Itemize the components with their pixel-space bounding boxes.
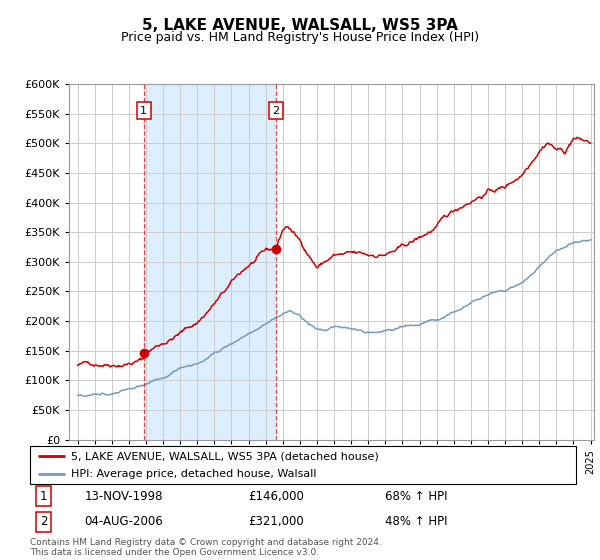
Text: 5, LAKE AVENUE, WALSALL, WS5 3PA: 5, LAKE AVENUE, WALSALL, WS5 3PA [142,18,458,33]
Text: 04-AUG-2006: 04-AUG-2006 [85,515,163,528]
Text: 1: 1 [40,489,47,503]
Text: HPI: Average price, detached house, Walsall: HPI: Average price, detached house, Wals… [71,469,316,479]
Text: £146,000: £146,000 [248,489,304,503]
Text: 1: 1 [140,106,147,116]
Text: £321,000: £321,000 [248,515,304,528]
Text: Price paid vs. HM Land Registry's House Price Index (HPI): Price paid vs. HM Land Registry's House … [121,31,479,44]
Text: 68% ↑ HPI: 68% ↑ HPI [385,489,448,503]
Text: 5, LAKE AVENUE, WALSALL, WS5 3PA (detached house): 5, LAKE AVENUE, WALSALL, WS5 3PA (detach… [71,451,379,461]
Text: 48% ↑ HPI: 48% ↑ HPI [385,515,448,528]
Text: 2: 2 [272,106,280,116]
Text: Contains HM Land Registry data © Crown copyright and database right 2024.
This d: Contains HM Land Registry data © Crown c… [30,538,382,557]
Text: 2: 2 [40,515,47,528]
Bar [144,84,276,440]
Text: 13-NOV-1998: 13-NOV-1998 [85,489,163,503]
FancyBboxPatch shape [30,446,576,484]
